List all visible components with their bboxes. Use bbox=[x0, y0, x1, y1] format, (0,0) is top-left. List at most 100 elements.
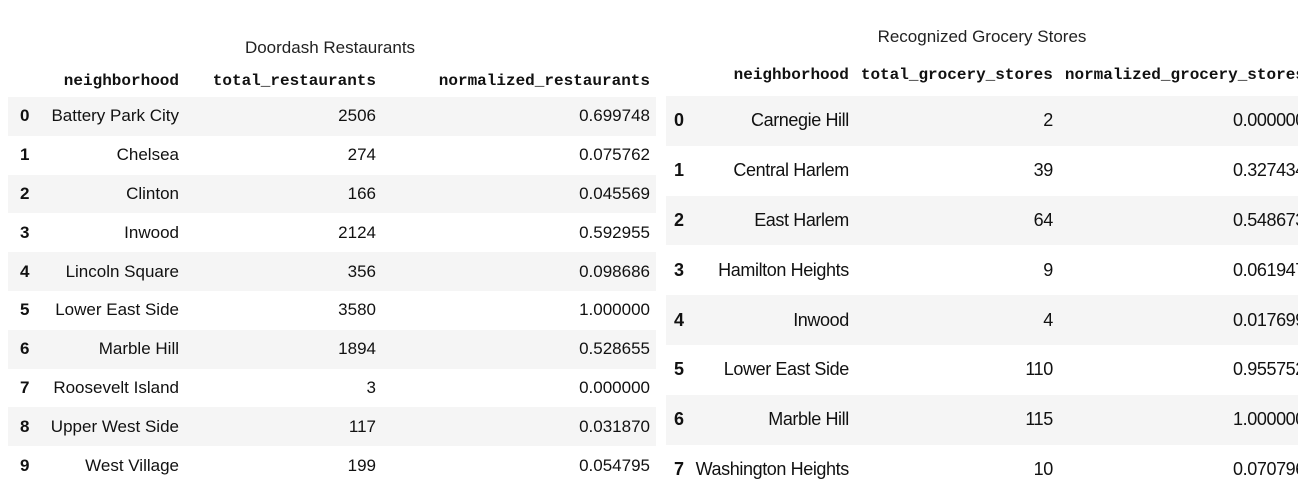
table-row: 1 Central Harlem 39 0.327434 bbox=[666, 145, 1298, 196]
neighborhood-cell: Battery Park City bbox=[51, 106, 179, 126]
total-cell: 199 bbox=[347, 455, 376, 475]
row-index-cell: 6 bbox=[20, 339, 30, 359]
neighborhood-cell: Inwood bbox=[124, 222, 179, 242]
neighborhood-cell: Inwood bbox=[793, 309, 849, 330]
column-header: total_grocery_stores bbox=[860, 66, 1053, 84]
row-index-cell: 4 bbox=[20, 261, 30, 281]
doordash-restaurants-table: neighborhood total_restaurants normalize… bbox=[8, 64, 656, 485]
total-cell: 10 bbox=[1033, 458, 1054, 479]
total-cell: 166 bbox=[347, 183, 376, 203]
column-header: neighborhood bbox=[733, 66, 849, 84]
total-cell: 117 bbox=[348, 416, 376, 436]
row-index-cell: 2 bbox=[674, 209, 684, 230]
row-index-cell: 3 bbox=[20, 222, 30, 242]
header-row: neighborhood total_restaurants normalize… bbox=[8, 64, 656, 97]
grocery-stores-table: neighborhood total_grocery_stores normal… bbox=[666, 54, 1298, 495]
index-header bbox=[666, 54, 690, 96]
total-cell: 2124 bbox=[338, 222, 376, 242]
row-index-cell: 8 bbox=[20, 416, 30, 436]
normalized-cell: 0.061947 bbox=[1233, 259, 1298, 280]
neighborhood-cell: Marble Hill bbox=[768, 409, 849, 430]
total-cell: 2 bbox=[1043, 110, 1053, 131]
neighborhood-cell: Lower East Side bbox=[55, 300, 179, 320]
total-cell: 9 bbox=[1043, 259, 1053, 280]
normalized-cell: 0.017699 bbox=[1233, 309, 1298, 330]
table-row: 7 Roosevelt Island 3 0.000000 bbox=[8, 368, 656, 408]
neighborhood-cell: West Village bbox=[85, 455, 179, 475]
neighborhood-cell: Clinton bbox=[126, 183, 179, 203]
normalized-cell: 0.098686 bbox=[579, 261, 650, 281]
row-index-cell: 5 bbox=[674, 359, 684, 380]
table-caption: Doordash Restaurants bbox=[244, 38, 416, 57]
neighborhood-cell: Carnegie Hill bbox=[751, 110, 849, 131]
neighborhood-cell: Hamilton Heights bbox=[718, 259, 849, 280]
normalized-cell: 1.000000 bbox=[1233, 409, 1298, 430]
total-cell: 4 bbox=[1043, 309, 1053, 330]
normalized-cell: 0.000000 bbox=[579, 377, 650, 397]
column-header: total_restaurants bbox=[212, 71, 376, 90]
normalized-cell: 0.000000 bbox=[1233, 110, 1298, 131]
neighborhood-cell: Central Harlem bbox=[733, 160, 849, 181]
table-row: 0 Battery Park City 2506 0.699748 bbox=[8, 97, 656, 136]
row-index-cell: 3 bbox=[674, 259, 684, 280]
table-row: 7 Washington Heights 10 0.070796 bbox=[666, 444, 1298, 495]
table-row: 6 Marble Hill 115 1.000000 bbox=[666, 394, 1298, 445]
table-row: 6 Marble Hill 1894 0.528655 bbox=[8, 329, 656, 369]
table-row: 9 West Village 199 0.054795 bbox=[8, 446, 656, 485]
table-row: 5 Lower East Side 110 0.955752 bbox=[666, 344, 1298, 395]
neighborhood-cell: Chelsea bbox=[116, 145, 179, 165]
table-row: 3 Inwood 2124 0.592955 bbox=[8, 213, 656, 253]
column-header: normalized_grocery_stores bbox=[1064, 66, 1298, 84]
row-index-cell: 5 bbox=[20, 300, 30, 320]
normalized-cell: 0.031870 bbox=[579, 416, 650, 436]
total-cell: 115 bbox=[1025, 409, 1053, 430]
normalized-cell: 0.327434 bbox=[1233, 160, 1298, 181]
total-cell: 110 bbox=[1025, 359, 1053, 380]
table-row: 0 Carnegie Hill 2 0.000000 bbox=[666, 96, 1298, 146]
normalized-cell: 0.070796 bbox=[1233, 458, 1298, 479]
total-cell: 64 bbox=[1033, 209, 1054, 230]
table-row: 2 Clinton 166 0.045569 bbox=[8, 174, 656, 214]
column-header: normalized_restaurants bbox=[438, 71, 650, 90]
neighborhood-cell: East Harlem bbox=[754, 209, 849, 230]
neighborhood-cell: Washington Heights bbox=[695, 458, 850, 479]
total-cell: 39 bbox=[1033, 160, 1054, 181]
normalized-cell: 0.955752 bbox=[1233, 359, 1298, 380]
neighborhood-cell: Lower East Side bbox=[723, 359, 849, 380]
normalized-cell: 1.000000 bbox=[579, 300, 650, 320]
normalized-cell: 0.592955 bbox=[579, 222, 650, 242]
table-row: 8 Upper West Side 117 0.031870 bbox=[8, 407, 656, 447]
row-index-cell: 7 bbox=[20, 377, 30, 397]
total-cell: 3 bbox=[366, 377, 376, 397]
table-row: 1 Chelsea 274 0.075762 bbox=[8, 135, 656, 175]
neighborhood-cell: Marble Hill bbox=[98, 339, 179, 359]
normalized-cell: 0.548673 bbox=[1233, 209, 1298, 230]
normalized-cell: 0.075762 bbox=[579, 145, 650, 165]
column-header: neighborhood bbox=[63, 71, 179, 90]
table-row: 5 Lower East Side 3580 1.000000 bbox=[8, 290, 656, 330]
total-cell: 2506 bbox=[338, 106, 376, 126]
normalized-cell: 0.699748 bbox=[579, 106, 650, 126]
table-row: 2 East Harlem 64 0.548673 bbox=[666, 195, 1298, 246]
total-cell: 3580 bbox=[338, 300, 376, 320]
row-index-cell: 4 bbox=[674, 309, 684, 330]
table-row: 4 Inwood 4 0.017699 bbox=[666, 295, 1298, 345]
neighborhood-cell: Lincoln Square bbox=[65, 261, 179, 281]
row-index-cell: 0 bbox=[674, 110, 684, 131]
row-index-cell: 9 bbox=[20, 455, 30, 475]
neighborhood-cell: Roosevelt Island bbox=[53, 377, 179, 397]
row-index-cell: 2 bbox=[20, 183, 30, 203]
normalized-cell: 0.054795 bbox=[579, 455, 650, 475]
row-index-cell: 6 bbox=[674, 409, 684, 430]
total-cell: 1894 bbox=[338, 339, 376, 359]
normalized-cell: 0.528655 bbox=[579, 339, 650, 359]
row-index-cell: 7 bbox=[674, 458, 684, 479]
total-cell: 356 bbox=[347, 261, 376, 281]
header-row: neighborhood total_grocery_stores normal… bbox=[666, 54, 1298, 96]
table-row: 3 Hamilton Heights 9 0.061947 bbox=[666, 245, 1298, 296]
row-index-cell: 0 bbox=[20, 106, 30, 126]
index-header bbox=[8, 64, 38, 97]
neighborhood-cell: Upper West Side bbox=[50, 416, 179, 436]
table-row: 4 Lincoln Square 356 0.098686 bbox=[8, 252, 656, 291]
table-caption: Recognized Grocery Stores bbox=[877, 27, 1087, 46]
